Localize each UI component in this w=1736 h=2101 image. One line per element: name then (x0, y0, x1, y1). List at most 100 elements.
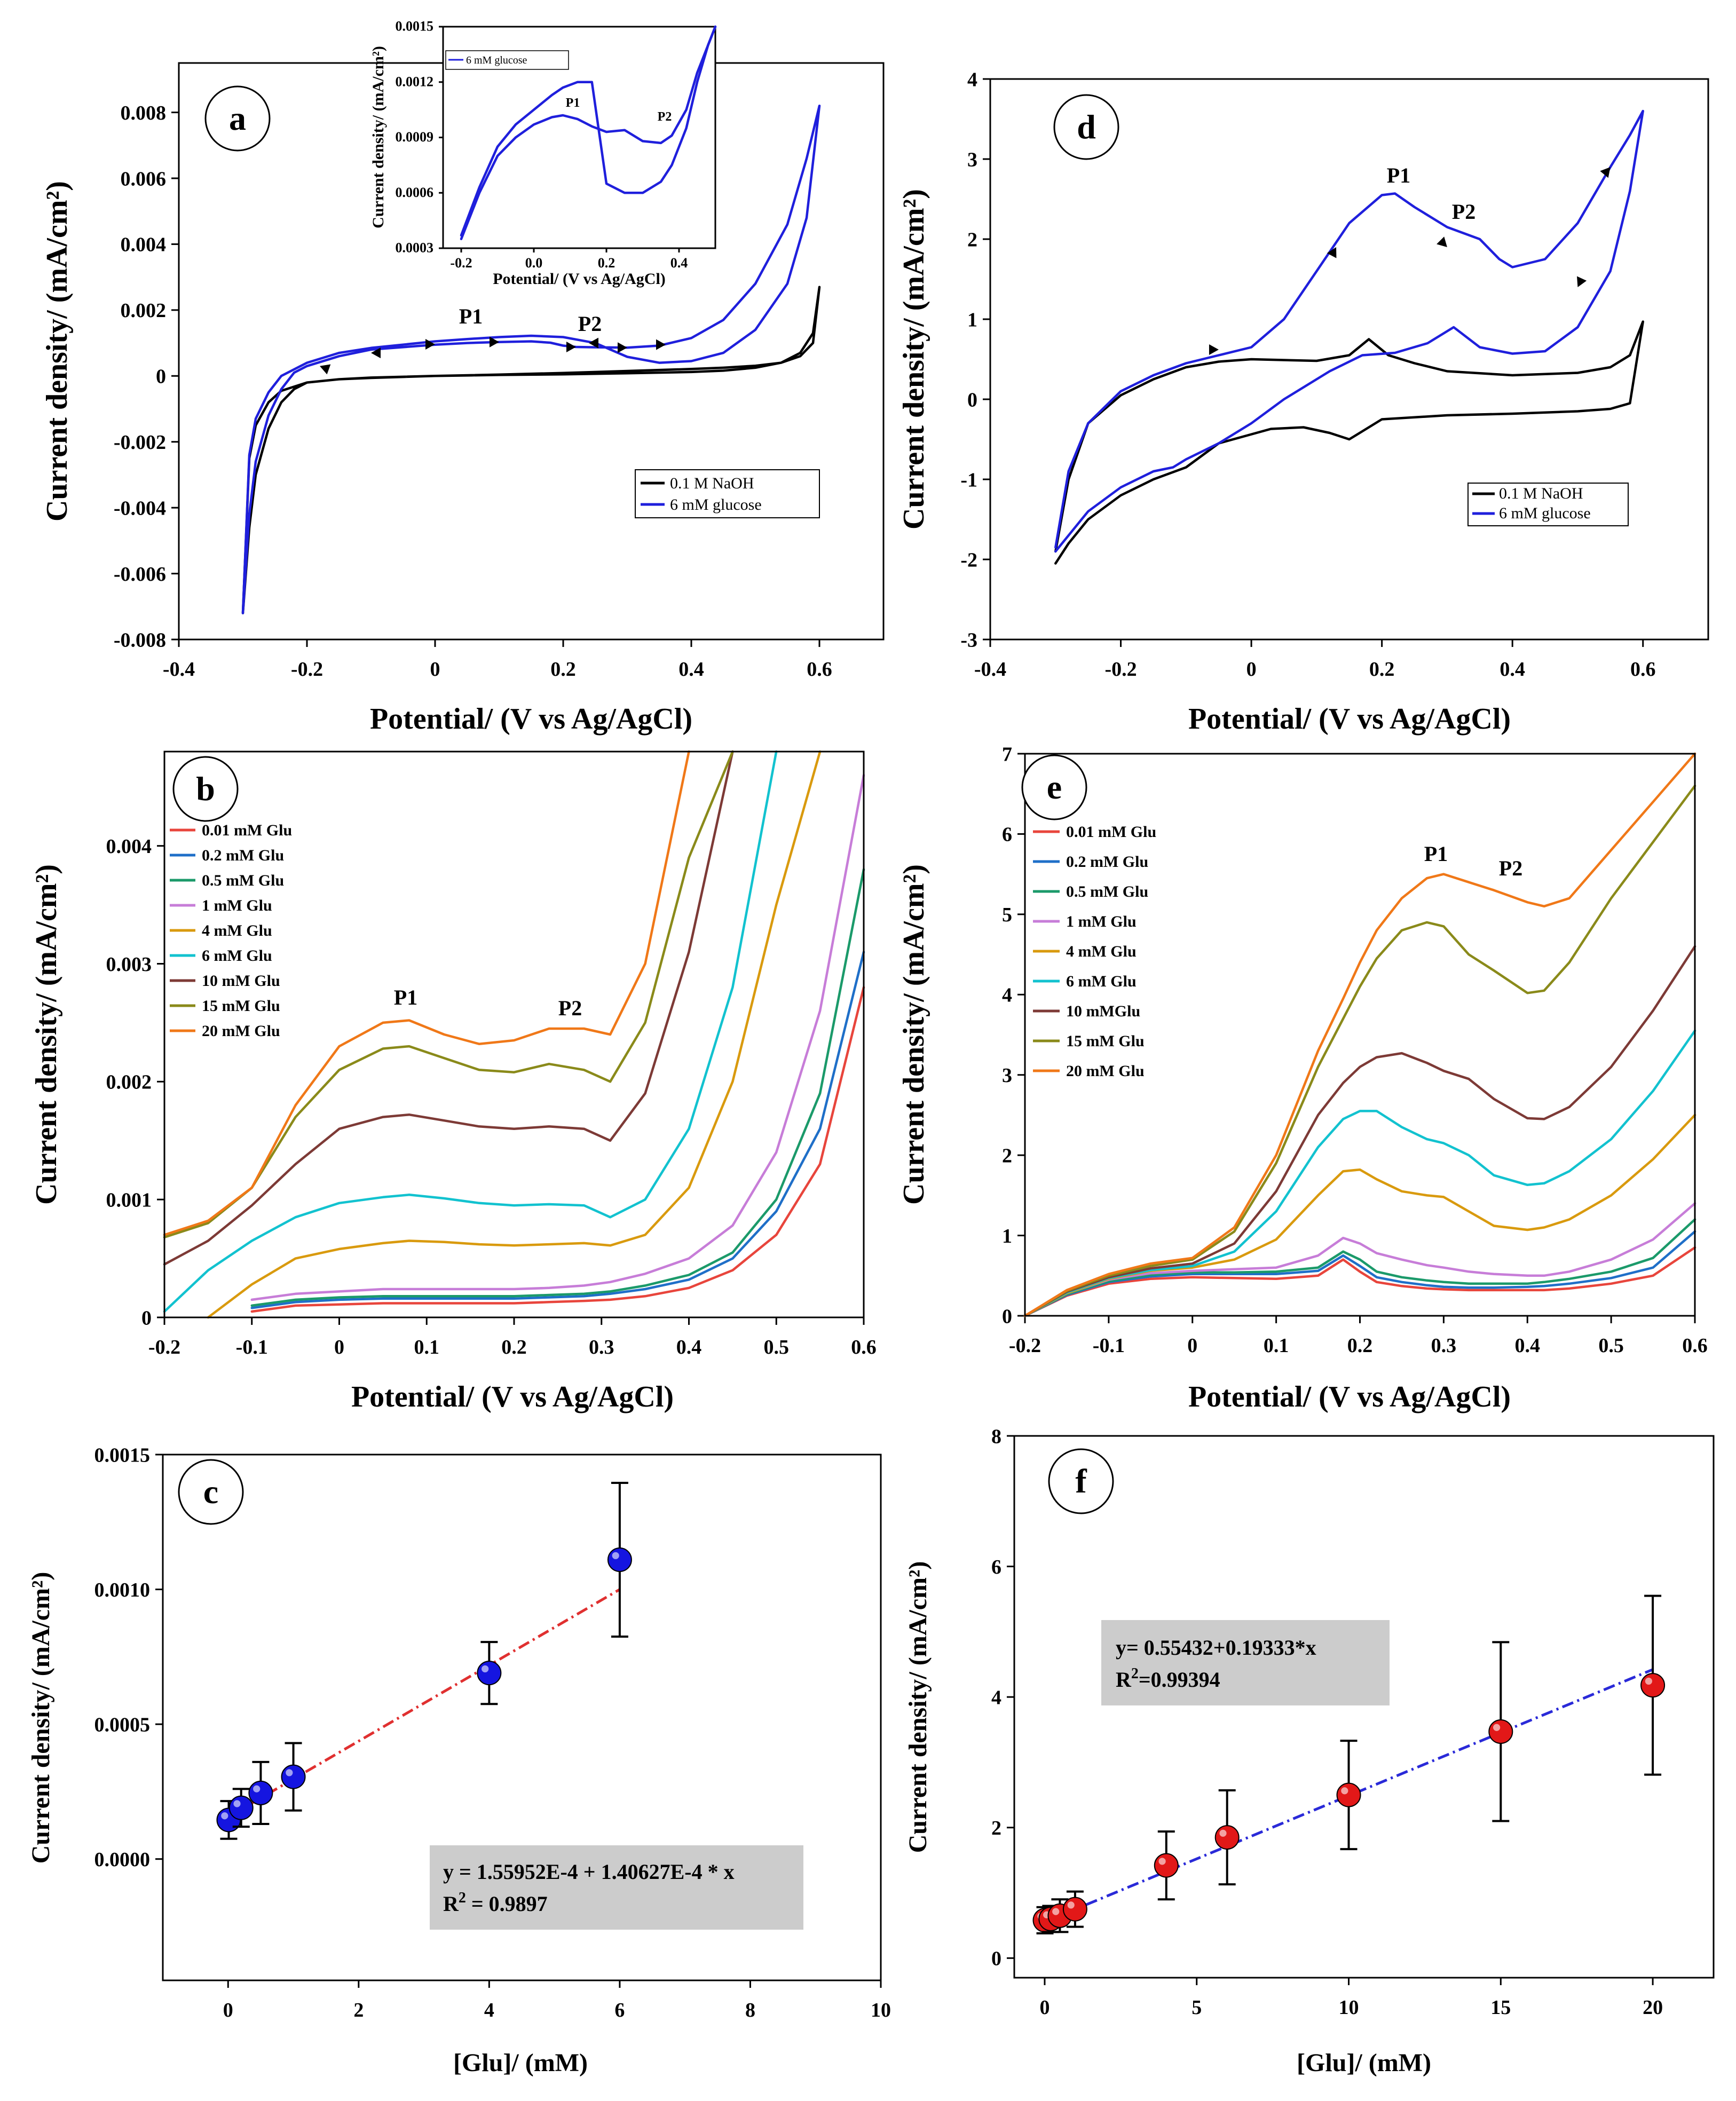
panel-f-point-highlight (1067, 1901, 1075, 1909)
panel-e-y-tick-label: 7 (1002, 743, 1012, 765)
panel-e-y-label: Current density/ (mA/cm²) (897, 864, 930, 1205)
panel-c-data-point (607, 1547, 632, 1572)
panel-b-legend-entry: 0.01 mM Glu (202, 822, 292, 839)
panel-c-data-point (248, 1780, 273, 1805)
panel-a-inset-series (460, 25, 717, 240)
panel-c-equation: y = 1.55952E-4 + 1.40627E-4 * x (443, 1860, 735, 1884)
panel-f-y-tick-label: 2 (991, 1817, 1001, 1839)
panel-e-peak-label-p1: P1 (1424, 842, 1448, 866)
panel-f-y-tick-label: 6 (991, 1556, 1001, 1578)
panel-e-legend-entry: 10 mMGlu (1066, 1002, 1140, 1020)
panel-f-fit-line (1044, 1668, 1654, 1923)
panel-d-x-tick-label: 0.4 (1500, 658, 1525, 681)
panel-a-axes: -0.4 -0.2 0 0.2 0.4 0.6 -0.008 -0.006 -0.004 -0.0… (114, 102, 832, 681)
panel-a-inset-peak-p1: P1 (566, 96, 580, 110)
panel-d-x-tick-label: -0.2 (1104, 658, 1137, 681)
panel-f-y-tick-label: 0 (991, 1948, 1001, 1970)
panel-d-y-tick-label: 0 (967, 389, 977, 411)
panel-c-axes: 0 2 4 6 8 10 0.0000 0.0005 0.0010 0.0015 (94, 1444, 891, 2021)
panel-e-axes: -0.2 -0.1 0 0.1 0.2 0.3 0.4 0.5 0.6 0 1 2 3 4 5 6 7 (1002, 743, 1708, 1357)
panel-a-inset-y-label: Current density/ (mA/cm²) (369, 46, 387, 228)
panel-f-y-tick-label: 4 (991, 1686, 1001, 1709)
panel-a-x-tick-label: -0.2 (291, 658, 323, 681)
panel-a-inset-y-tick-label: 0.0006 (396, 185, 434, 200)
panel-b-legend-entry: 0.5 mM Glu (202, 872, 284, 889)
panel-f-equation-box (1101, 1620, 1390, 1705)
panel-a-y-label: Current density/ (mA/cm²) (41, 181, 74, 522)
panel-b: -0.2 -0.1 0 0.1 0.2 0.3 0.4 0.5 0.6 0 0.001 0.002 0.… (30, 750, 877, 1413)
panel-c-y-label: Current density/ (mA/cm²) (27, 1572, 55, 1864)
panel-e-curve (1023, 1218, 1696, 1317)
panel-e-legend-entry: 0.2 mM Glu (1066, 853, 1148, 871)
panel-d-plot-frame (989, 78, 1709, 641)
panel-c-x-tick-label: 0 (223, 1999, 233, 2021)
panel-b-legend-entry: 15 mM Glu (202, 997, 280, 1015)
panel-b-curve (163, 750, 690, 1236)
panel-c-equation-box (430, 1845, 803, 1930)
panel-a-inset-y-tick-label: 0.0012 (396, 74, 434, 89)
panel-b-curve (163, 750, 734, 1266)
panel-c: 0 2 4 6 8 10 0.0000 0.0005 0.0010 0.0015 y = 1.55… (27, 1444, 891, 2077)
panel-d-x-tick-label: 0.6 (1630, 658, 1656, 681)
panel-b-y-label: Current density/ (mA/cm²) (30, 864, 63, 1205)
panel-a-inset-y-tick-label: 0.0003 (396, 240, 434, 256)
panel-b-badge (172, 756, 239, 822)
panel-e-legend-entry: 6 mM Glu (1066, 973, 1137, 990)
panel-f-x-tick-label: 5 (1191, 1996, 1202, 2019)
panel-d-peak-label-p1: P1 (1387, 163, 1410, 187)
panel-c-x-label: [Glu]/ (mM) (453, 2049, 588, 2077)
panel-e-x-tick-label: -0.2 (1009, 1334, 1041, 1357)
panel-a-curve-glucose (241, 104, 821, 614)
panel-d-series (1054, 109, 1644, 565)
panel-c-series (216, 1482, 632, 1840)
panel-a-y-tick-label: 0.004 (121, 234, 167, 256)
panel-a-x-tick-label: 0.6 (807, 658, 832, 681)
panel-a-y-tick-label: 0.008 (121, 102, 167, 124)
panel-b-peak-label-p1: P1 (394, 985, 417, 1009)
panel-a-y-tick-label: 0.002 (121, 299, 167, 322)
panel-f-r2-superscript: 2 (1131, 1665, 1139, 1682)
panel-a-legend-glucose: 6 mM glucose (670, 496, 762, 514)
panel-d-y-tick-label: -2 (960, 549, 977, 571)
panel-a-inset-x-tick-label: 0.0 (525, 255, 543, 271)
panel-c-y-tick-label: 0.0010 (94, 1579, 151, 1601)
panel-e-badge-label: e (1047, 768, 1062, 806)
panel-e-plot-frame (1024, 753, 1696, 1317)
panel-d-y-tick-label: -3 (960, 629, 977, 651)
panel-d-x-tick-label: 0 (1246, 658, 1257, 681)
panel-a-direction-arrow (618, 342, 627, 353)
panel-f-point-highlight (1052, 1908, 1060, 1915)
panel-e-y-tick-label: 0 (1002, 1305, 1012, 1328)
panel-f-r2-symbol: R (1116, 1668, 1132, 1692)
panel-e-y-tick-label: 1 (1002, 1225, 1012, 1247)
panel-b-legend-entry: 6 mM Glu (202, 947, 272, 965)
panel-c-data-point (228, 1795, 254, 1820)
panel-a-inset-x-tick-label: -0.2 (450, 255, 472, 271)
panel-d-direction-arrow (1437, 236, 1447, 247)
panel-e-legend-entry: 15 mM Glu (1066, 1032, 1145, 1050)
panel-d-direction-arrow (1600, 167, 1611, 178)
panel-a-y-tick-label: -0.008 (114, 629, 166, 651)
panel-a-legend-naoh: 0.1 M NaOH (670, 475, 754, 492)
panel-d-x-tick-label: -0.4 (974, 658, 1006, 681)
panel-b-legend-entry: 4 mM Glu (202, 922, 272, 939)
panel-b-series (163, 750, 865, 1319)
panel-d-x-label: Potential/ (V vs Ag/AgCl) (1188, 702, 1511, 736)
panel-b-x-tick-label: -0.1 (236, 1336, 268, 1358)
panel-e-y-tick-label: 5 (1002, 904, 1012, 926)
panel-a-direction-arrow (656, 339, 666, 350)
panel-e-y-tick-label: 6 (1002, 824, 1012, 846)
panel-e-y-tick-label: 3 (1002, 1064, 1012, 1087)
panel-c-point-highlight (286, 1769, 293, 1776)
panel-d-y-tick-label: -1 (960, 469, 977, 491)
panel-a-x-tick-label: 0.2 (550, 658, 576, 681)
panel-b-curve (250, 773, 865, 1301)
panel-f-r2: R2=0.99394 (1116, 1665, 1220, 1692)
panel-b-y-tick-label: 0.004 (106, 835, 152, 858)
panel-c-y-tick-label: 0.0015 (94, 1444, 151, 1466)
panel-d-axes: -0.4 -0.2 0 0.2 0.4 0.6 -3 -2 -1 0 1 2 3 4 (960, 68, 1655, 681)
panel-c-x-tick-label: 2 (353, 1999, 364, 2021)
panel-e-x-tick-label: 0.5 (1598, 1334, 1624, 1357)
panel-e-legend: 0.01 mM Glu 0.2 mM Glu 0.5 mM Glu 1 mM Glu 4… (1033, 823, 1156, 1080)
panel-e-x-tick-label: 0.3 (1431, 1334, 1457, 1357)
